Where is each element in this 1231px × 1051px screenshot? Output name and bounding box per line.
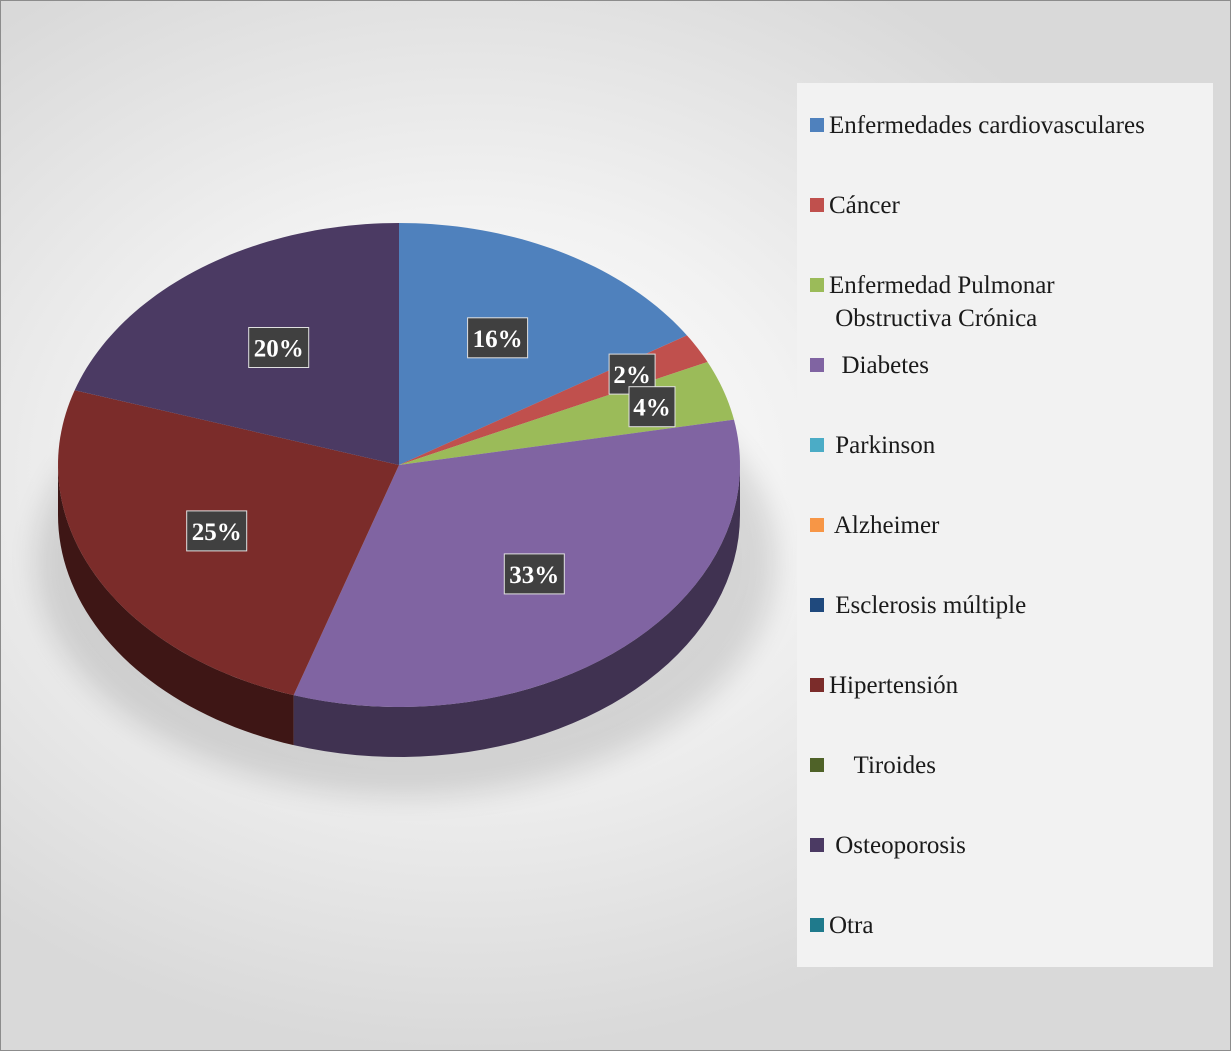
- data-label-box: [186, 510, 248, 552]
- data-label-7: 25%: [186, 510, 248, 552]
- data-label-2: 4%: [628, 386, 676, 428]
- legend-swatch: [810, 918, 824, 932]
- legend-swatch: [810, 358, 824, 372]
- legend-swatch: [810, 278, 824, 292]
- data-label-text: 20%: [254, 336, 304, 363]
- data-label-text: 2%: [613, 362, 651, 389]
- legend-label: Diabetes: [829, 352, 929, 379]
- data-label-text: 25%: [192, 519, 242, 546]
- legend-swatch: [810, 198, 824, 212]
- legend: Enfermedades cardiovasculares Cáncer Enfer…: [797, 83, 1213, 967]
- legend-swatch: [810, 118, 824, 132]
- legend-label: Osteoporosis: [829, 832, 966, 859]
- legend-swatch: [810, 598, 824, 612]
- legend-swatch: [810, 518, 824, 532]
- legend-label: Tiroides: [829, 752, 936, 779]
- data-label-box: [248, 327, 310, 368]
- pie-slice-9: [74, 223, 399, 465]
- data-label-box: [503, 553, 565, 595]
- legend-label: Parkinson: [829, 432, 936, 459]
- legend-swatch: [810, 838, 824, 852]
- pie-side-3: [293, 465, 740, 757]
- pie-top: [58, 223, 740, 707]
- pie-sides: [58, 465, 740, 757]
- legend-swatch: [810, 678, 824, 692]
- pie-slice-0: [399, 223, 687, 465]
- legend-swatch: [810, 758, 824, 772]
- legend-label: Hipertensión: [829, 672, 959, 699]
- data-label-text: 16%: [473, 326, 523, 353]
- legend-swatch: [810, 438, 824, 452]
- data-label-box: [467, 317, 529, 359]
- legend-label: Cáncer: [829, 192, 900, 219]
- data-label-3: 33%: [503, 553, 565, 595]
- data-label-9: 20%: [248, 327, 310, 368]
- data-label-text: 33%: [509, 562, 559, 589]
- legend-label: Enfermedad Pulmonar Obstructiva Crónica: [829, 272, 1055, 332]
- data-label-box: [628, 386, 676, 428]
- data-label-0: 16%: [467, 317, 529, 359]
- legend-label: Enfermedades cardiovasculares: [829, 112, 1145, 139]
- legend-label: Alzheimer: [829, 512, 940, 539]
- pie-side-7: [58, 465, 294, 746]
- legend-label: Otra: [829, 912, 874, 939]
- legend-label: Esclerosis múltiple: [829, 592, 1027, 619]
- pie-data-labels: 16% 2% 4% 33% 25% 20%: [186, 317, 676, 595]
- data-label-text: 4%: [633, 395, 671, 422]
